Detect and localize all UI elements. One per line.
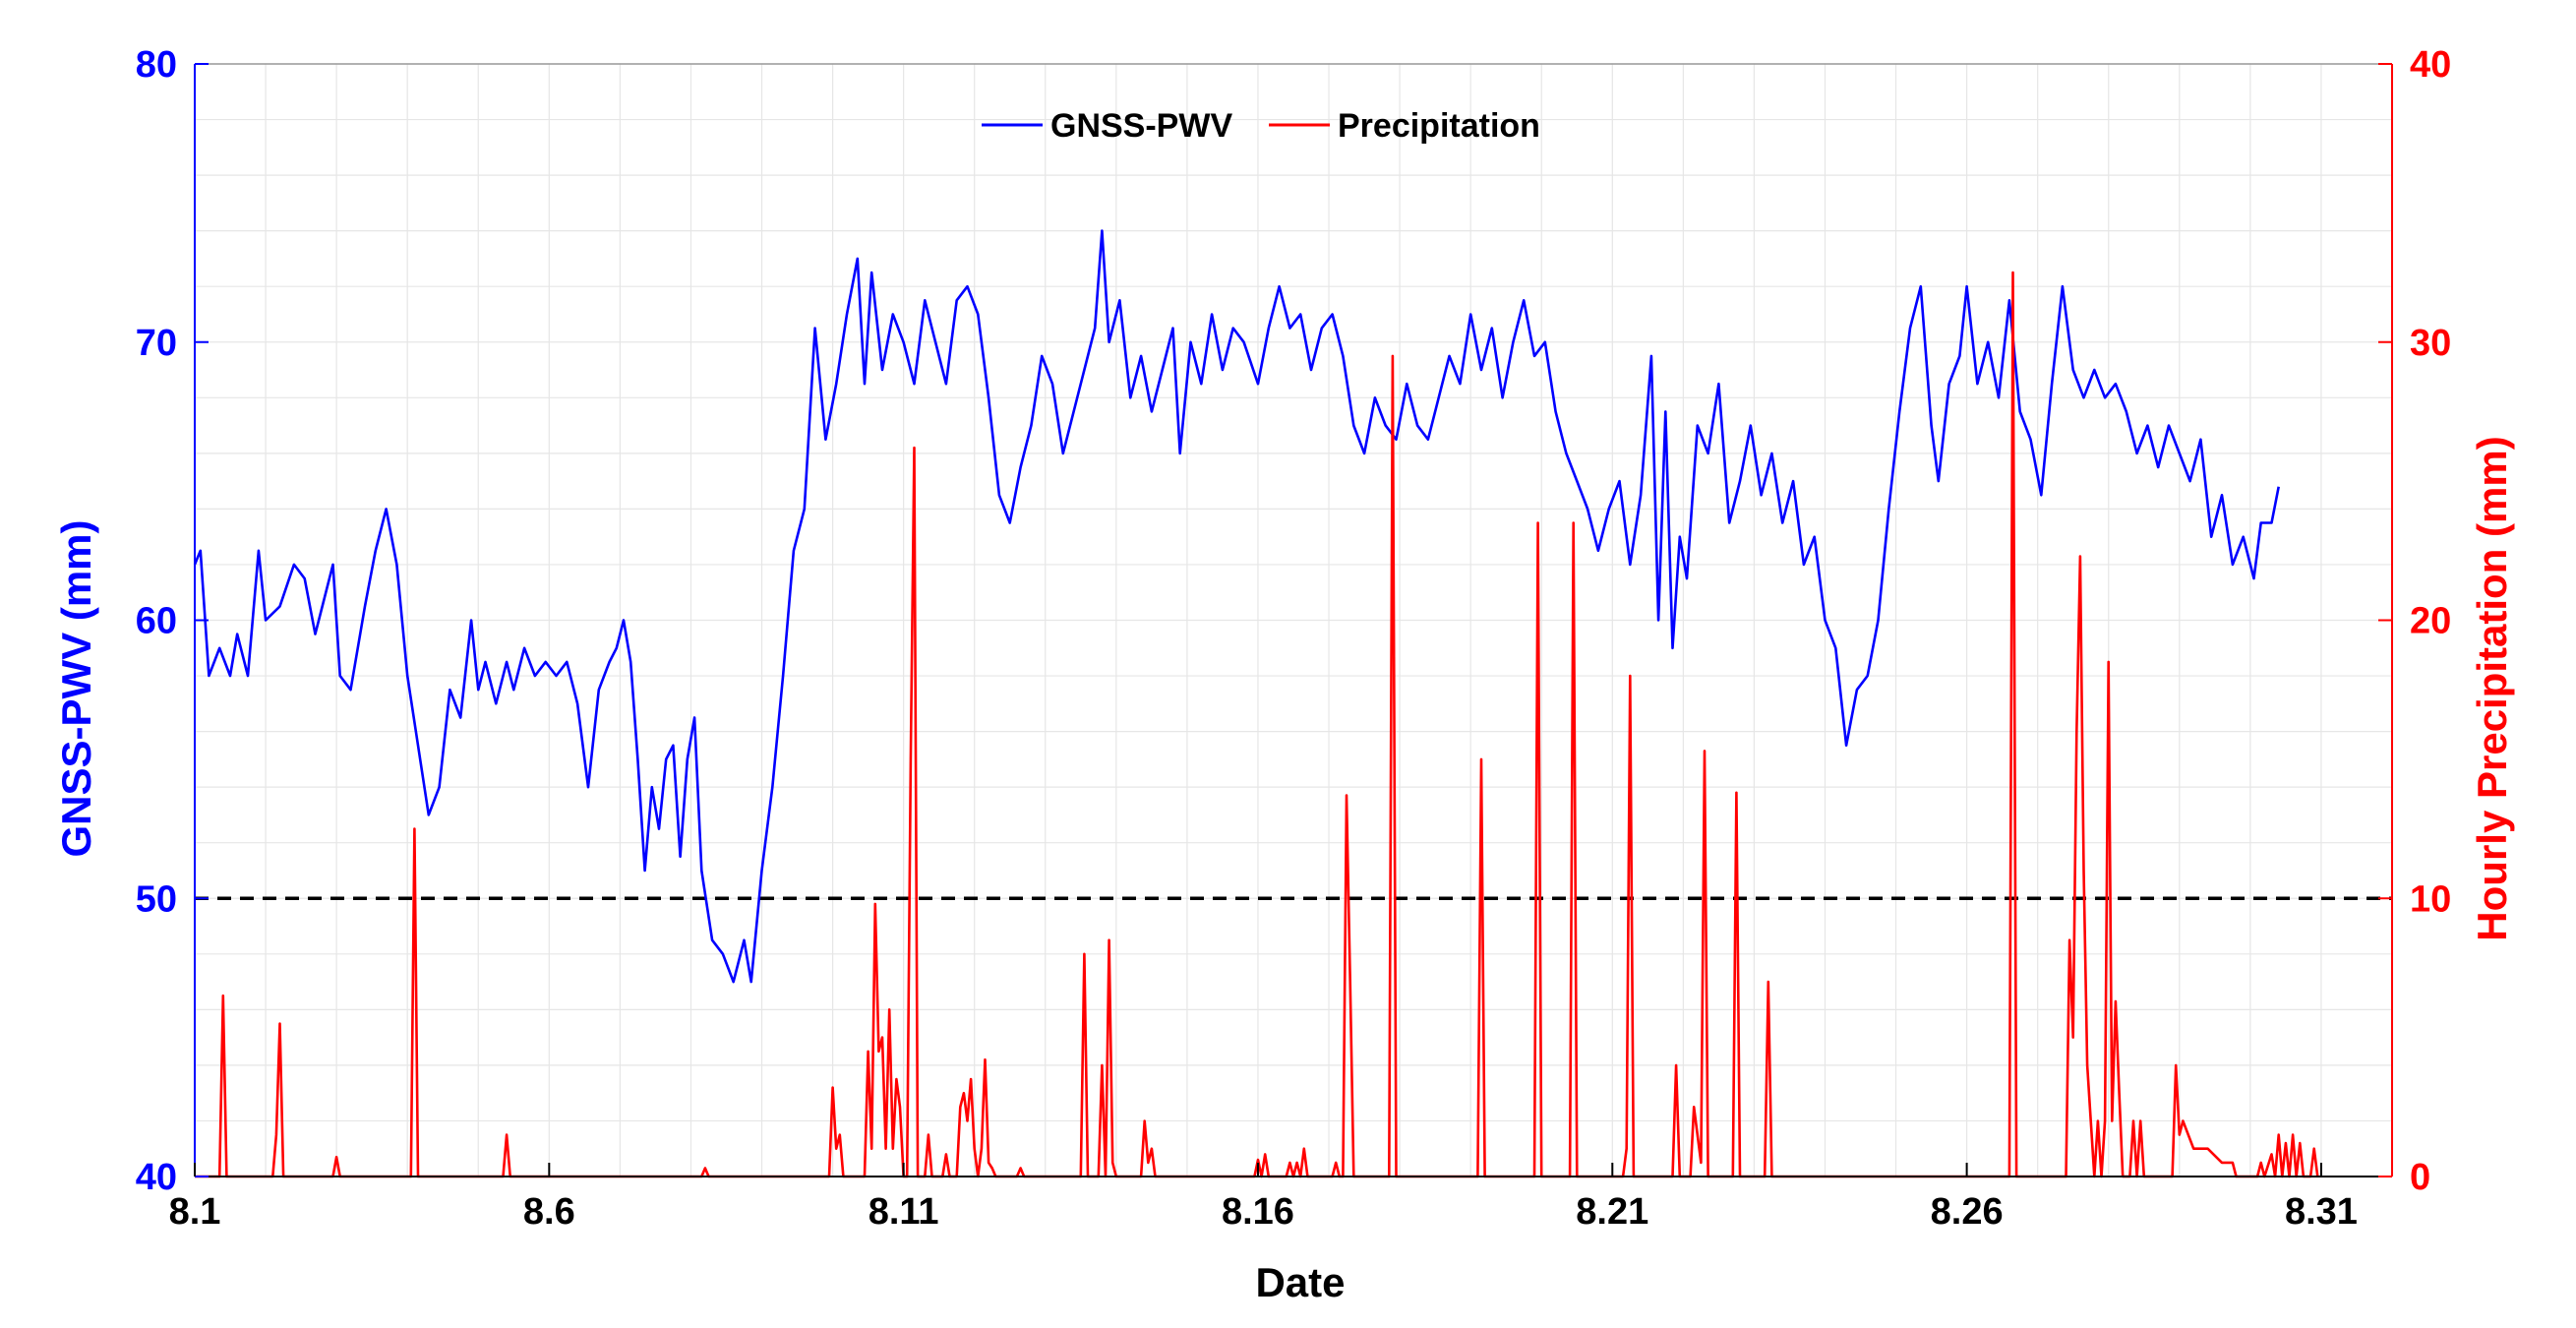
x-tick-label: 8.11 [869,1191,939,1233]
y-right-tick-label: 0 [2410,1157,2430,1198]
x-axis-label: Date [1255,1259,1345,1305]
x-tick-label: 8.6 [523,1191,575,1233]
series-line-gnss-pwv [193,229,2280,984]
grid [194,63,2393,1177]
x-tick-label: 8.31 [2285,1191,2358,1233]
x-tick-label: 8.26 [1931,1191,2004,1233]
y-left-tick-label: 70 [136,323,177,364]
y-right-tick-label: 20 [2410,601,2451,642]
y-right-tick-label: 40 [2410,44,2451,86]
y-left-tick-label: 80 [136,44,177,86]
legend-label-precip: Precipitation [1338,107,1540,145]
legend-label-pwv: GNSS-PWV [1050,107,1232,145]
x-tick-label: 8.16 [1222,1191,1294,1233]
y-axis-left-label: GNSS-PWV (mm) [53,519,99,857]
y-left-tick-label: 60 [136,601,177,642]
y-left-tick-label: 50 [136,878,177,920]
y-right-tick-label: 10 [2410,878,2451,920]
y-right-tick-label: 30 [2410,323,2451,364]
legend: GNSS-PWV Precipitation [982,107,1540,145]
x-tick-label: 8.21 [1576,1191,1648,1233]
y-left-tick-label: 40 [136,1157,177,1198]
x-tick-label: 8.1 [169,1191,221,1233]
y-axis-right-label: Hourly Precipitation (mm) [2469,436,2515,940]
